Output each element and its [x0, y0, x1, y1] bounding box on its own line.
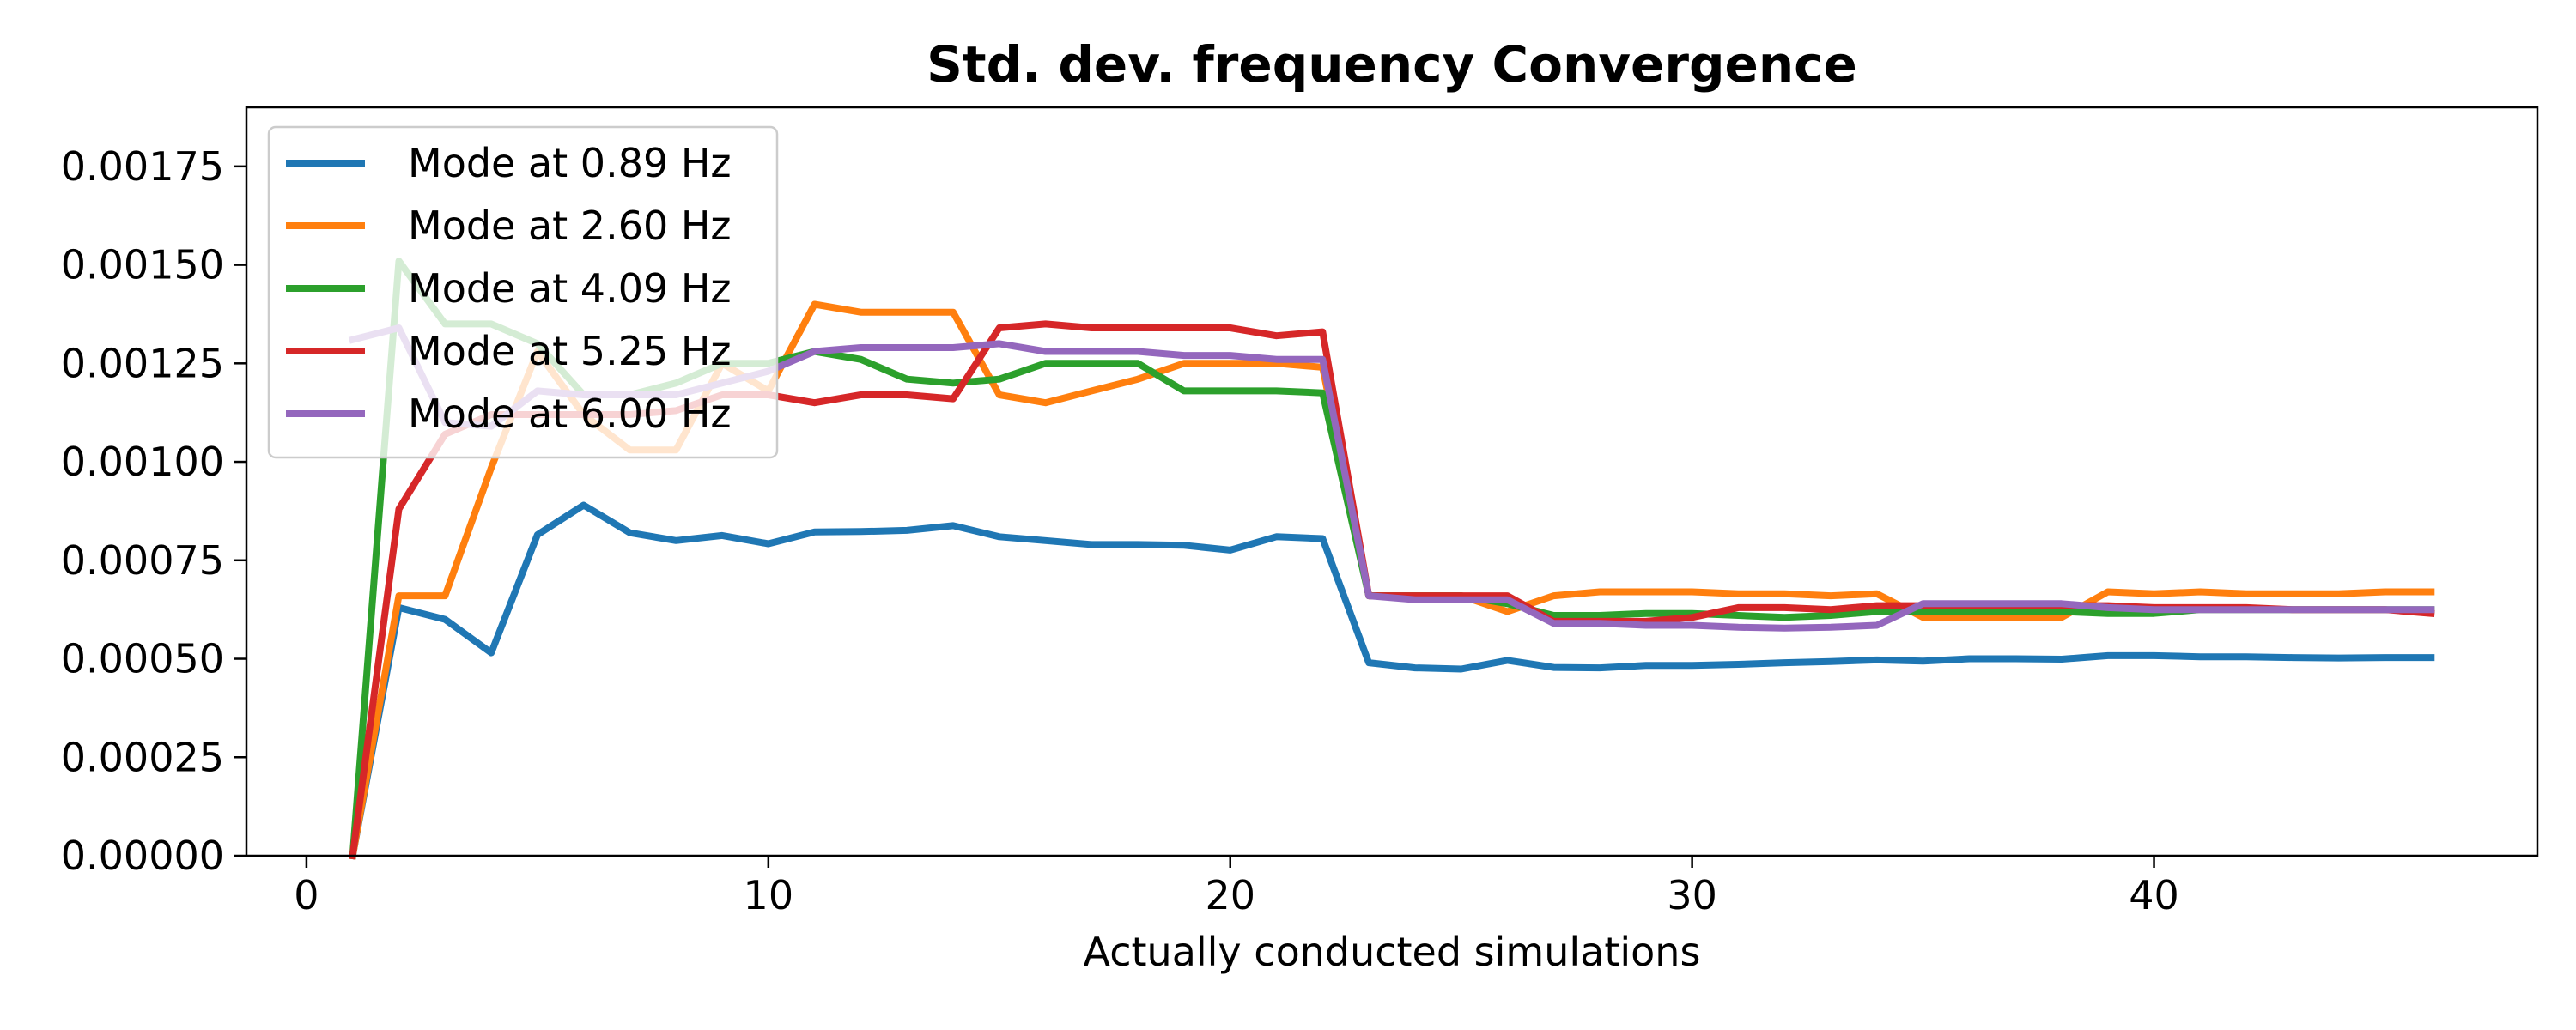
y-tick-label: 0.00025 [61, 734, 224, 780]
legend-label-2: Mode at 2.60 Hz [408, 203, 732, 249]
y-tick-label: 0.00100 [61, 439, 224, 485]
y-tick-label: 0.00125 [61, 340, 224, 386]
x-tick-label: 0 [294, 872, 319, 918]
y-tick-label: 0.00075 [61, 537, 224, 584]
x-axis-label: Actually conducted simulations [1084, 929, 1701, 975]
x-tick-label: 40 [2129, 872, 2179, 918]
x-tick-label: 20 [1205, 872, 1255, 918]
legend-label-1: Mode at 0.89 Hz [408, 140, 732, 186]
legend-label-4: Mode at 5.25 Hz [408, 328, 732, 374]
y-tick-label: 0.00050 [61, 636, 224, 682]
x-axis: 0 10 20 30 40 [294, 856, 2179, 918]
x-tick-label: 10 [744, 872, 794, 918]
legend-box [267, 125, 779, 459]
series-line-1 [349, 501, 2435, 860]
y-tick-label: 0.00150 [61, 242, 224, 288]
chart-title: Std. dev. frequency Convergence [927, 35, 1857, 94]
plot-frame [245, 106, 2539, 857]
y-tick-label: 0.00175 [61, 143, 224, 190]
legend-label-3: Mode at 4.09 Hz [408, 265, 732, 312]
y-tick-label: 0.00000 [61, 833, 224, 879]
y-axis: 0.00000 0.00025 0.00050 0.00075 0.00100 0.001… [61, 143, 246, 879]
legend: Mode at 0.89 Hz Mode at 2.60 Hz Mode at 4.… [267, 125, 779, 459]
legend-label-5: Mode at 6.00 Hz [408, 391, 732, 437]
x-tick-label: 30 [1667, 872, 1717, 918]
